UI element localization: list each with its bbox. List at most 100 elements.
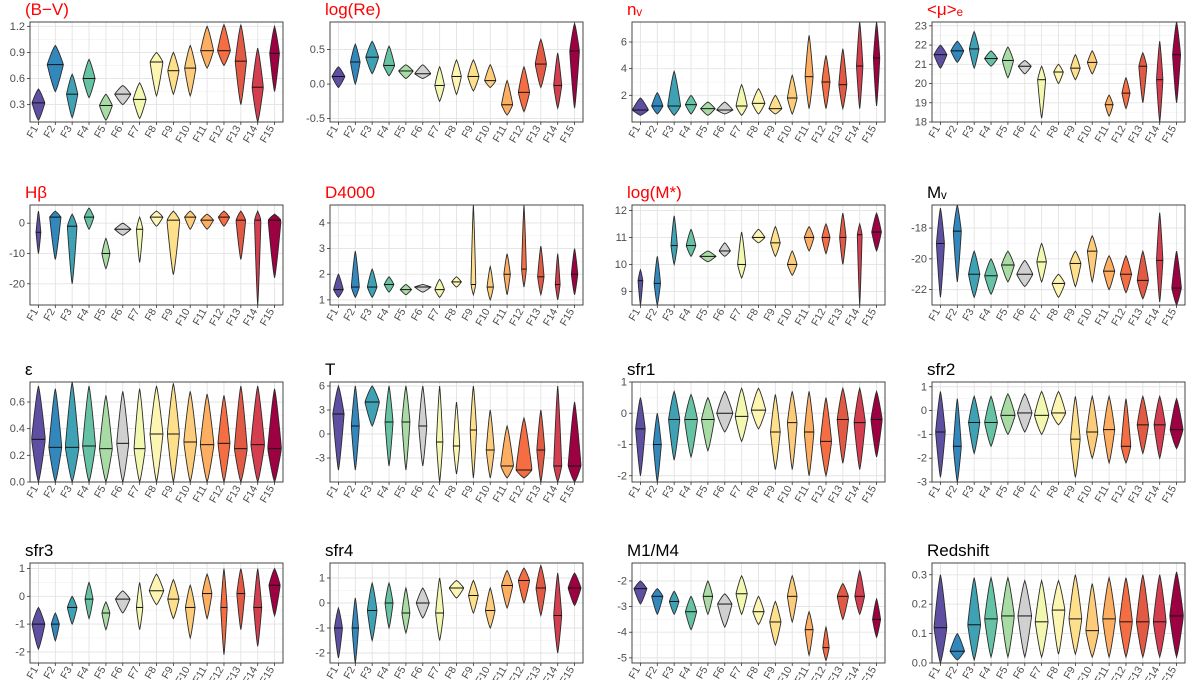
x-tick-label: F11 — [491, 664, 510, 680]
x-tick-label: F11 — [191, 483, 210, 504]
y-tick-label: 2 — [319, 269, 325, 281]
x-tick-label: F14 — [1143, 664, 1163, 680]
y-tick-label: 1 — [319, 573, 325, 585]
x-tick-label: F14 — [541, 483, 561, 505]
violin-F9 — [1068, 574, 1083, 656]
x-tick-label: F10 — [473, 306, 493, 328]
x-tick-label: F7 — [728, 306, 745, 323]
violin-F7 — [136, 582, 144, 630]
violin-F2 — [350, 385, 360, 471]
violin-F14 — [553, 385, 563, 484]
violin-F8 — [1051, 579, 1066, 655]
violin-F13 — [236, 568, 246, 630]
x-tick-label: F2 — [943, 123, 960, 140]
y-tick-label: 0.9 — [10, 47, 25, 59]
violin-F13 — [537, 245, 545, 297]
x-tick-label: F1 — [627, 664, 644, 680]
x-tick-label: F10 — [1075, 483, 1095, 505]
x-tick-label: F1 — [325, 664, 342, 680]
y-tick-label: 0 — [319, 598, 325, 610]
x-tick-label: F2 — [41, 664, 58, 680]
panel-3: nᵥ 2 4 6 F1 F2 F3 F4 F5 F6 F7 F8 F9F10F11F12F13F14F1… — [621, 0, 886, 145]
violin-F11 — [803, 391, 815, 476]
y-tick-label: 1 — [921, 381, 927, 393]
x-tick-label: F12 — [507, 123, 527, 145]
x-tick-label: F8 — [443, 664, 460, 680]
x-tick-label: F5 — [694, 306, 711, 323]
violin-F10 — [787, 250, 798, 277]
violin-F1 — [635, 397, 646, 476]
x-tick-label: F8 — [745, 123, 762, 140]
x-tick-label: F3 — [358, 483, 375, 500]
y-tick-label: -1 — [15, 619, 25, 631]
x-tick-label: F1 — [325, 483, 342, 500]
x-tick-label: F8 — [143, 123, 160, 140]
x-tick-label: F7 — [1028, 306, 1045, 323]
x-tick-label: F8 — [143, 306, 160, 323]
x-tick-label: F12 — [809, 483, 829, 505]
violin-F9 — [769, 600, 782, 647]
y-tick-label: 19 — [915, 97, 927, 109]
violin-F1 — [936, 208, 945, 298]
violin-F4 — [684, 595, 698, 631]
violin-F15 — [269, 24, 280, 92]
violin-F11 — [200, 213, 214, 230]
x-tick-label: F6 — [1011, 306, 1028, 323]
x-tick-label: F8 — [443, 483, 460, 500]
x-tick-label: F15 — [1160, 483, 1180, 505]
x-tick-label: F7 — [426, 123, 443, 140]
violin-F9 — [467, 59, 480, 92]
x-tick-label: F11 — [1093, 306, 1112, 327]
x-tick-label: F6 — [711, 123, 728, 140]
violin-F9 — [1069, 250, 1082, 288]
y-tick-label: 4 — [621, 63, 627, 75]
x-tick-label: F8 — [745, 306, 762, 323]
x-tick-label: F6 — [711, 664, 728, 680]
violin-F5 — [398, 64, 414, 80]
x-tick-label: F12 — [1109, 306, 1129, 328]
x-tick-label: F3 — [58, 483, 75, 500]
x-tick-label: F3 — [960, 306, 977, 323]
violin-F3 — [668, 590, 680, 616]
y-tick-label: 3 — [319, 243, 325, 255]
x-tick-label: F7 — [426, 306, 443, 323]
panel-title: nᵥ — [627, 0, 642, 19]
violin-F15 — [870, 389, 883, 458]
y-tick-label: -2 — [315, 648, 325, 660]
violin-F3 — [667, 69, 682, 116]
violin-F10 — [1086, 394, 1099, 460]
violin-F14 — [1153, 394, 1166, 460]
panel-title: sfr3 — [25, 541, 53, 560]
x-tick-label: F3 — [660, 123, 677, 140]
violin-F4 — [984, 258, 998, 296]
x-tick-label: F9 — [459, 123, 476, 140]
violin-F1 — [637, 268, 644, 306]
y-tick-label: 3 — [319, 405, 325, 417]
violin-F9 — [770, 225, 781, 258]
x-tick-label: F14 — [843, 483, 863, 505]
x-tick-label: F8 — [1045, 306, 1062, 323]
violin-F6 — [413, 284, 432, 293]
x-tick-label: F13 — [826, 123, 846, 145]
x-tick-label: F6 — [409, 483, 426, 500]
x-tick-label: F12 — [1109, 664, 1129, 680]
x-tick-label: F13 — [1126, 123, 1146, 145]
x-tick-label: F2 — [943, 306, 960, 323]
x-tick-label: F9 — [1061, 123, 1078, 140]
violin-F14 — [856, 222, 863, 306]
x-tick-label: F15 — [558, 483, 578, 505]
y-tick-label: 12 — [615, 205, 627, 217]
violin-F2 — [950, 40, 965, 64]
x-tick-label: F4 — [977, 664, 994, 680]
violin-F7 — [1034, 390, 1050, 436]
violin-F12 — [517, 65, 530, 113]
violin-F5 — [99, 395, 113, 484]
x-tick-label: F4 — [977, 306, 994, 323]
x-tick-label: F11 — [191, 664, 210, 680]
x-tick-label: F6 — [109, 123, 126, 140]
x-tick-label: F10 — [173, 123, 193, 145]
x-tick-label: F12 — [1109, 123, 1129, 145]
